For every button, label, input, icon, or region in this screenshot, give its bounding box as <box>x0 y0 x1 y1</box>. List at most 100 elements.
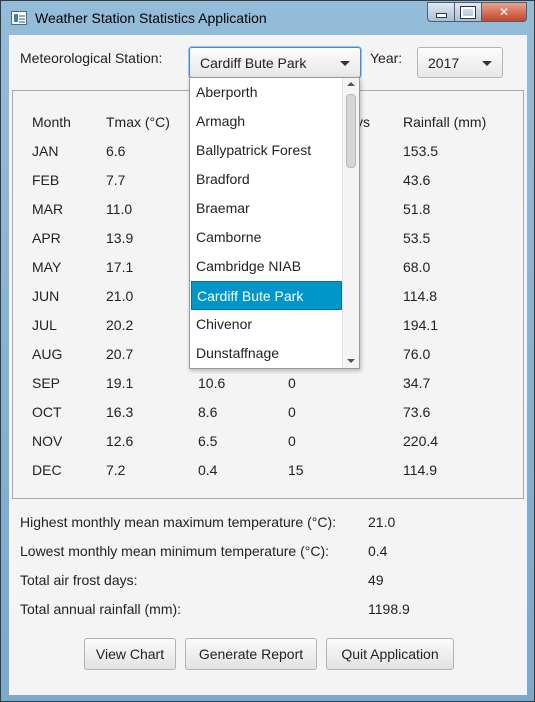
cell-rainfall: 194.1 <box>403 317 439 333</box>
station-dropdown-list: Aberporth Armagh Ballypatrick Forest Bra… <box>189 77 360 369</box>
cell-month: DEC <box>32 462 62 478</box>
year-selected-value: 2017 <box>428 55 460 71</box>
cell-month: NOV <box>32 433 63 449</box>
cell-rainfall: 76.0 <box>403 346 431 362</box>
cell-tmax: 7.7 <box>106 172 126 188</box>
station-option[interactable]: Armagh <box>196 113 246 129</box>
chevron-down-icon <box>482 61 492 66</box>
chevron-down-icon <box>340 61 350 66</box>
cell-frost-days: 15 <box>288 462 304 478</box>
scroll-up-icon[interactable] <box>347 82 355 86</box>
station-option-selected[interactable]: Cardiff Bute Park <box>191 281 342 310</box>
summary-value-highest-tmax: 21.0 <box>368 514 396 530</box>
cell-tmin: 6.5 <box>198 433 218 449</box>
table-row: JUL 20.2 194.1 <box>13 317 523 337</box>
cell-month: JUN <box>32 288 60 304</box>
app-icon <box>11 11 27 25</box>
cell-frost-days: 0 <box>288 404 296 420</box>
summary-value-rainfall: 1198.9 <box>368 601 410 617</box>
cell-rainfall: 51.8 <box>403 201 431 217</box>
table-row: OCT 16.3 8.6 0 73.6 <box>13 404 523 424</box>
summary-value-frost-days: 49 <box>368 572 384 588</box>
station-selected-value: Cardiff Bute Park <box>200 55 307 71</box>
main-content: Meteorological Station: Cardiff Bute Par… <box>9 35 527 695</box>
cell-tmax: 20.7 <box>106 346 134 362</box>
cell-rainfall: 53.5 <box>403 230 431 246</box>
cell-rainfall: 68.0 <box>403 259 431 275</box>
station-option[interactable]: Bradford <box>196 171 250 187</box>
cell-rainfall: 220.4 <box>403 433 439 449</box>
summary-value-lowest-tmin: 0.4 <box>368 543 388 559</box>
cell-month: MAR <box>32 201 64 217</box>
minimize-icon <box>435 12 447 18</box>
maximize-button[interactable] <box>454 2 481 22</box>
cell-tmax: 17.1 <box>106 259 134 275</box>
cell-tmax: 19.1 <box>106 375 134 391</box>
table-row: APR 13.9 53.5 <box>13 230 523 250</box>
cell-tmax: 20.2 <box>106 317 134 333</box>
cell-tmax: 6.6 <box>106 143 126 159</box>
station-option[interactable]: Chivenor <box>196 316 253 332</box>
station-combobox[interactable]: Cardiff Bute Park <box>189 47 361 78</box>
cell-frost-days: 0 <box>288 433 296 449</box>
window-title: Weather Station Statistics Application <box>35 10 267 26</box>
scroll-thumb[interactable] <box>346 94 356 168</box>
cell-tmax: 13.9 <box>106 230 134 246</box>
station-option[interactable]: Aberporth <box>196 84 258 100</box>
cell-month: APR <box>32 230 61 246</box>
summary-label-frost-days: Total air frost days: <box>20 572 138 588</box>
station-option[interactable]: Dunstaffnage <box>196 345 280 361</box>
minimize-button[interactable] <box>427 2 454 22</box>
summary-label-rainfall: Total annual rainfall (mm): <box>20 601 182 617</box>
header-tmax: Tmax (°C) <box>106 114 170 130</box>
title-bar[interactable]: Weather Station Statistics Application ✕ <box>1 1 534 35</box>
dropdown-scrollbar[interactable] <box>342 78 359 368</box>
table-row: JAN 6.6 153.5 <box>13 143 523 163</box>
cell-month: FEB <box>32 172 60 188</box>
cell-tmin: 8.6 <box>198 404 218 420</box>
header-rainfall: Rainfall (mm) <box>403 114 487 130</box>
cell-month: OCT <box>32 404 62 420</box>
station-option[interactable]: Braemar <box>196 200 250 216</box>
cell-rainfall: 73.6 <box>403 404 431 420</box>
maximize-icon <box>460 5 476 19</box>
cell-month: AUG <box>32 346 63 362</box>
cell-rainfall: 153.5 <box>403 143 439 159</box>
generate-report-button[interactable]: Generate Report <box>185 638 317 670</box>
table-row: JUN 21.0 114.8 <box>13 288 523 308</box>
cell-month: JUL <box>32 317 57 333</box>
cell-rainfall: 34.7 <box>403 375 431 391</box>
table-row: FEB 7.7 43.6 <box>13 172 523 192</box>
station-option[interactable]: Cambridge NIAB <box>196 258 302 274</box>
station-option[interactable]: Ballypatrick Forest <box>196 142 312 158</box>
year-label: Year: <box>370 50 403 66</box>
quit-application-button[interactable]: Quit Application <box>326 638 454 670</box>
cell-month: MAY <box>32 259 62 275</box>
summary-label-highest-tmax: Highest monthly mean maximum temperature… <box>20 514 337 530</box>
cell-tmax: 21.0 <box>106 288 134 304</box>
cell-tmin: 0.4 <box>198 462 218 478</box>
station-label: Meteorological Station: <box>20 50 163 66</box>
table-row: MAY 17.1 68.0 <box>13 259 523 279</box>
cell-tmax: 16.3 <box>106 404 134 420</box>
table-row: MAR 11.0 51.8 <box>13 201 523 221</box>
close-button[interactable]: ✕ <box>481 2 527 22</box>
cell-tmin: 10.6 <box>198 375 226 391</box>
scroll-down-icon[interactable] <box>347 359 355 363</box>
cell-tmax: 12.6 <box>106 433 134 449</box>
window-controls: ✕ <box>427 2 527 22</box>
table-row: NOV 12.6 6.5 0 220.4 <box>13 433 523 453</box>
summary-label-lowest-tmin: Lowest monthly mean minimum temperature … <box>20 543 330 559</box>
close-icon: ✕ <box>498 5 510 19</box>
cell-tmax: 11.0 <box>106 201 133 217</box>
cell-month: JAN <box>32 143 59 159</box>
cell-rainfall: 114.8 <box>403 288 437 304</box>
station-option[interactable]: Camborne <box>196 229 262 245</box>
year-combobox[interactable]: 2017 <box>417 47 503 78</box>
cell-tmax: 7.2 <box>106 462 126 478</box>
table-row: AUG 20.7 76.0 <box>13 346 523 366</box>
cell-rainfall: 43.6 <box>403 172 431 188</box>
header-month: Month <box>32 114 71 130</box>
view-chart-button[interactable]: View Chart <box>84 638 176 670</box>
